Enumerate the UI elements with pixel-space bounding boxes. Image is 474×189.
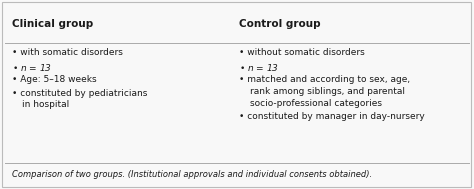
Text: Clinical group: Clinical group bbox=[12, 19, 93, 29]
Text: in hospital: in hospital bbox=[22, 100, 70, 109]
Text: • with somatic disorders: • with somatic disorders bbox=[12, 48, 123, 57]
Text: • without somatic disorders: • without somatic disorders bbox=[239, 48, 365, 57]
Text: • constituted by manager in day-nursery: • constituted by manager in day-nursery bbox=[239, 112, 425, 121]
Text: Comparison of two groups. (Institutional approvals and individual consents obtai: Comparison of two groups. (Institutional… bbox=[12, 170, 372, 179]
Text: • Age: 5–18 weeks: • Age: 5–18 weeks bbox=[12, 75, 97, 84]
Text: • constituted by pediatricians: • constituted by pediatricians bbox=[12, 89, 147, 98]
Text: socio-professional categories: socio-professional categories bbox=[250, 99, 382, 108]
Text: rank among siblings, and parental: rank among siblings, and parental bbox=[250, 87, 405, 96]
Text: • $n$ = 13: • $n$ = 13 bbox=[12, 62, 52, 73]
FancyBboxPatch shape bbox=[2, 2, 471, 187]
Text: • $n$ = 13: • $n$ = 13 bbox=[239, 62, 279, 73]
Text: Control group: Control group bbox=[239, 19, 321, 29]
Text: • matched and according to sex, age,: • matched and according to sex, age, bbox=[239, 75, 410, 84]
